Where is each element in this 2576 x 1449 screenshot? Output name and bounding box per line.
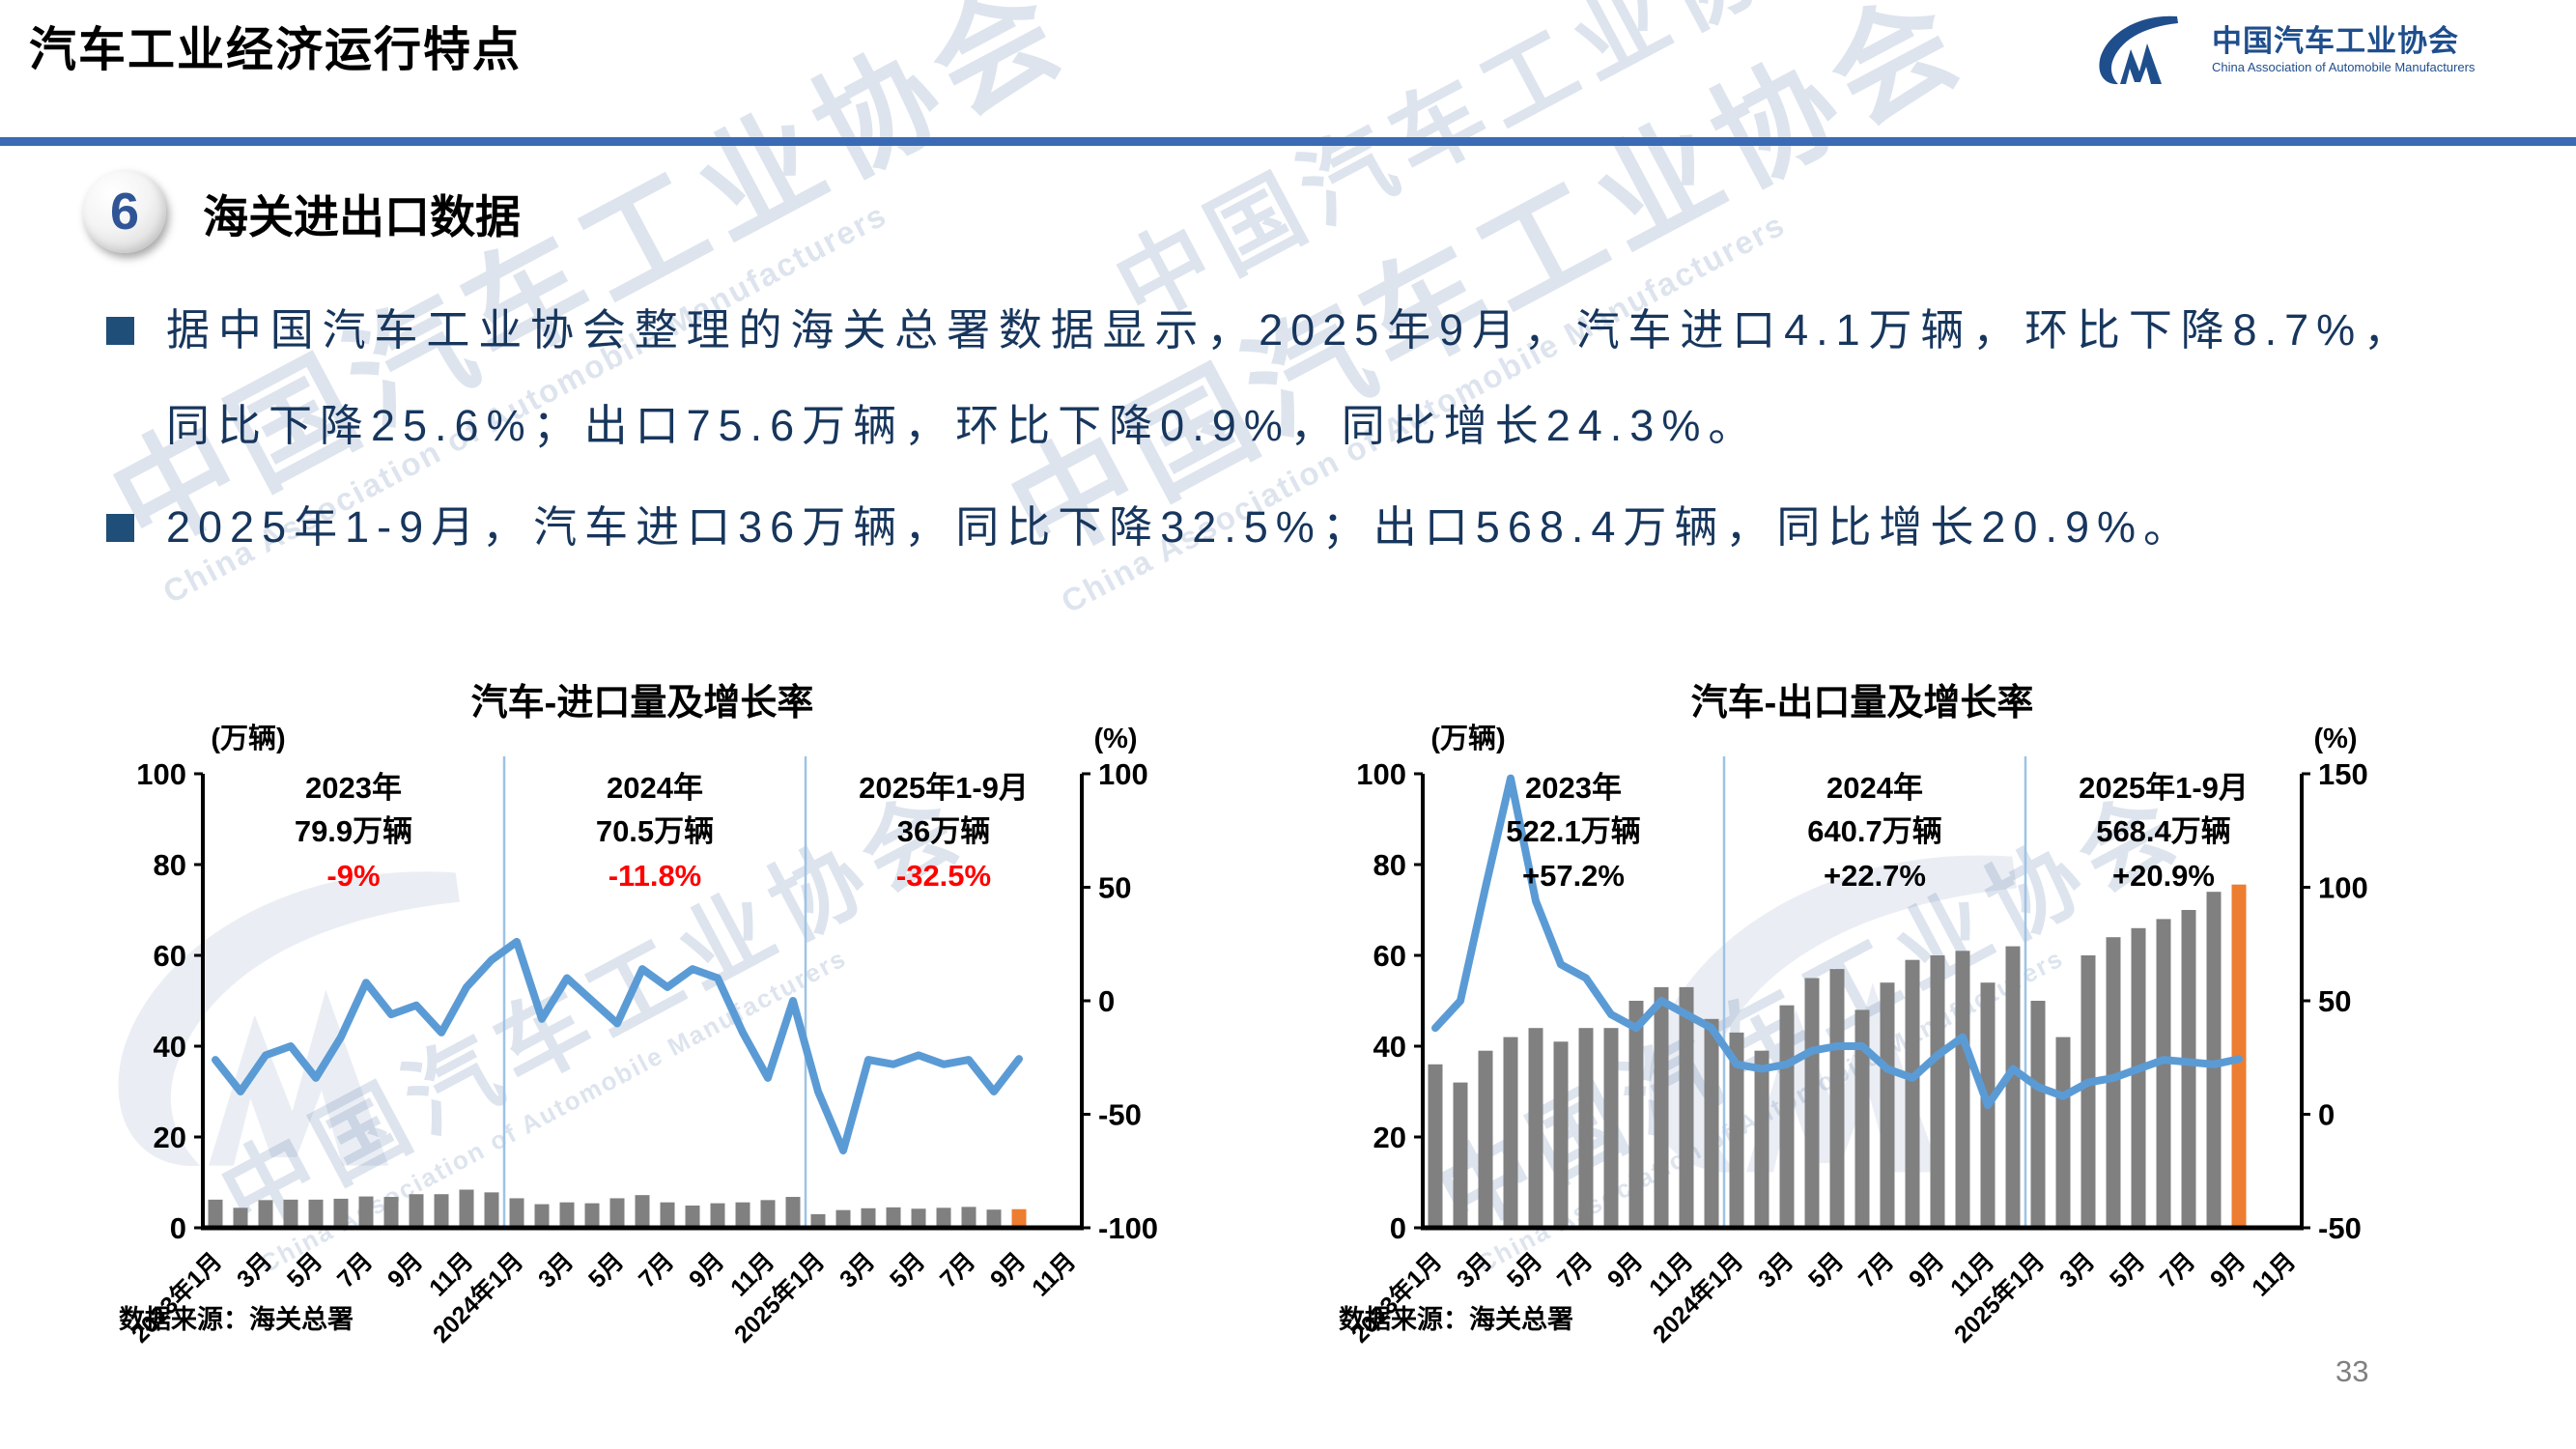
- page-title: 汽车工业经济运行特点: [29, 24, 523, 76]
- svg-text:3月: 3月: [2054, 1247, 2100, 1293]
- svg-text:0: 0: [170, 1211, 186, 1245]
- svg-text:-100: -100: [1098, 1211, 1158, 1245]
- svg-text:2023年: 2023年: [305, 771, 402, 805]
- svg-text:640.7万辆: 640.7万辆: [1807, 814, 1942, 848]
- svg-text:5月: 5月: [282, 1247, 327, 1293]
- svg-text:9月: 9月: [382, 1247, 428, 1293]
- svg-text:0: 0: [2318, 1098, 2335, 1132]
- svg-text:3月: 3月: [1753, 1247, 1798, 1293]
- section-number: 6: [109, 183, 140, 241]
- svg-text:7月: 7月: [2155, 1247, 2200, 1293]
- svg-text:7月: 7月: [935, 1247, 980, 1293]
- svg-text:(万辆): (万辆): [1430, 723, 1505, 754]
- svg-text:2024年: 2024年: [607, 771, 703, 805]
- svg-text:2025年1-9月: 2025年1-9月: [859, 771, 1029, 805]
- svg-text:5月: 5月: [1502, 1247, 1547, 1293]
- svg-text:50: 50: [1098, 871, 1131, 905]
- svg-text:(万辆): (万辆): [211, 723, 285, 754]
- caam-logo-text: 中国汽车工业协会 China Association of Automobile…: [2212, 25, 2475, 74]
- svg-text:3月: 3月: [1452, 1247, 1497, 1293]
- svg-text:2025年1-9月: 2025年1-9月: [2079, 771, 2249, 805]
- export-chart-source: 数据来源：海关总署: [1339, 1305, 1573, 1334]
- svg-text:60: 60: [154, 939, 186, 973]
- svg-text:7月: 7月: [1552, 1247, 1598, 1293]
- svg-text:20: 20: [154, 1121, 186, 1154]
- svg-text:79.9万辆: 79.9万辆: [295, 814, 412, 848]
- svg-text:9月: 9月: [1904, 1247, 1949, 1293]
- svg-text:60: 60: [1373, 939, 1406, 973]
- svg-text:(%): (%): [2313, 724, 2357, 754]
- svg-text:3月: 3月: [835, 1247, 880, 1293]
- bullet-text: 据中国汽车工业协会整理的海关总署数据显示，2025年9月，汽车进口4.1万辆，环…: [166, 305, 2415, 450]
- svg-text:100: 100: [1356, 757, 1406, 791]
- svg-text:-50: -50: [1098, 1098, 1142, 1132]
- svg-text:11月: 11月: [1027, 1247, 1081, 1301]
- svg-text:5月: 5月: [885, 1247, 930, 1293]
- svg-text:50: 50: [2318, 984, 2351, 1018]
- bullet-marker-icon: [106, 317, 134, 345]
- export-chart-title: 汽车-出口量及增长率: [1690, 683, 2034, 724]
- import-chart-source: 数据来源：海关总署: [119, 1305, 354, 1334]
- svg-text:70.5万辆: 70.5万辆: [596, 814, 714, 848]
- svg-text:100: 100: [2318, 871, 2368, 905]
- header-rule: [0, 137, 2576, 146]
- svg-text:+57.2%: +57.2%: [1522, 859, 1625, 893]
- svg-text:3月: 3月: [232, 1247, 277, 1293]
- svg-text:0: 0: [1390, 1211, 1406, 1245]
- section-badge: 6: [83, 170, 166, 253]
- page-number: 33: [2335, 1354, 2369, 1388]
- caam-logo-icon: [2084, 12, 2202, 89]
- svg-text:40: 40: [154, 1030, 186, 1064]
- svg-text:2023年: 2023年: [1525, 771, 1622, 805]
- svg-text:20: 20: [1373, 1121, 1406, 1154]
- svg-text:40: 40: [1373, 1030, 1406, 1064]
- svg-text:9月: 9月: [684, 1247, 729, 1293]
- svg-text:+22.7%: +22.7%: [1824, 859, 1926, 893]
- svg-text:+20.9%: +20.9%: [2112, 859, 2215, 893]
- svg-text:7月: 7月: [1854, 1247, 1899, 1293]
- import-chart: 0 20 40 60 80 100 -100 -50 0 50 100 (万辆) (%) 2023年1月 3…: [92, 653, 1260, 1387]
- svg-text:80: 80: [154, 848, 186, 882]
- svg-text:9月: 9月: [1602, 1247, 1648, 1293]
- svg-text:9月: 9月: [2205, 1247, 2250, 1293]
- svg-text:2024年: 2024年: [1826, 771, 1923, 805]
- svg-text:11月: 11月: [2247, 1247, 2301, 1301]
- svg-text:36万辆: 36万辆: [897, 814, 990, 848]
- svg-text:5月: 5月: [2105, 1247, 2150, 1293]
- section-title: 海关进出口数据: [203, 191, 521, 242]
- export-chart: 0 20 40 60 80 100 -50 0 50 100 150 (万辆) (%) 2023年1月 3月…: [1312, 653, 2480, 1387]
- svg-text:522.1万辆: 522.1万辆: [1506, 814, 1641, 848]
- svg-text:-32.5%: -32.5%: [896, 859, 991, 893]
- import-chart-title: 汽车-进口量及增长率: [470, 683, 814, 724]
- svg-text:7月: 7月: [634, 1247, 679, 1293]
- caam-logo-cn: 中国汽车工业协会: [2212, 24, 2459, 59]
- svg-text:100: 100: [1098, 757, 1148, 791]
- svg-text:568.4万辆: 568.4万辆: [2096, 814, 2231, 848]
- svg-text:-11.8%: -11.8%: [609, 859, 702, 893]
- caam-logo-en: China Association of Automobile Manufact…: [2212, 60, 2476, 75]
- bullet-text: 2025年1-9月，汽车进口36万辆，同比下降32.5%；出口568.4万辆，同…: [166, 502, 2195, 552]
- svg-text:100: 100: [136, 757, 186, 791]
- svg-text:0: 0: [1098, 984, 1115, 1018]
- svg-text:-9%: -9%: [326, 859, 380, 893]
- svg-text:7月: 7月: [332, 1247, 378, 1293]
- svg-text:9月: 9月: [985, 1247, 1031, 1293]
- svg-text:80: 80: [1373, 848, 1406, 882]
- svg-text:3月: 3月: [533, 1247, 579, 1293]
- svg-text:150: 150: [2318, 757, 2368, 791]
- caam-logo: 中国汽车工业协会 China Association of Automobile…: [2084, 12, 2475, 89]
- bullet-marker-icon: [106, 514, 134, 542]
- bullet-item: 据中国汽车工业协会整理的海关总署数据显示，2025年9月，汽车进口4.1万辆，环…: [104, 282, 2415, 473]
- bullet-list: 据中国汽车工业协会整理的海关总署数据显示，2025年9月，汽车进口4.1万辆，环…: [104, 282, 2415, 575]
- svg-text:5月: 5月: [1803, 1247, 1849, 1293]
- svg-text:-50: -50: [2318, 1211, 2362, 1245]
- svg-text:5月: 5月: [583, 1247, 629, 1293]
- svg-text:(%): (%): [1093, 724, 1137, 754]
- bullet-item: 2025年1-9月，汽车进口36万辆，同比下降32.5%；出口568.4万辆，同…: [104, 479, 2415, 575]
